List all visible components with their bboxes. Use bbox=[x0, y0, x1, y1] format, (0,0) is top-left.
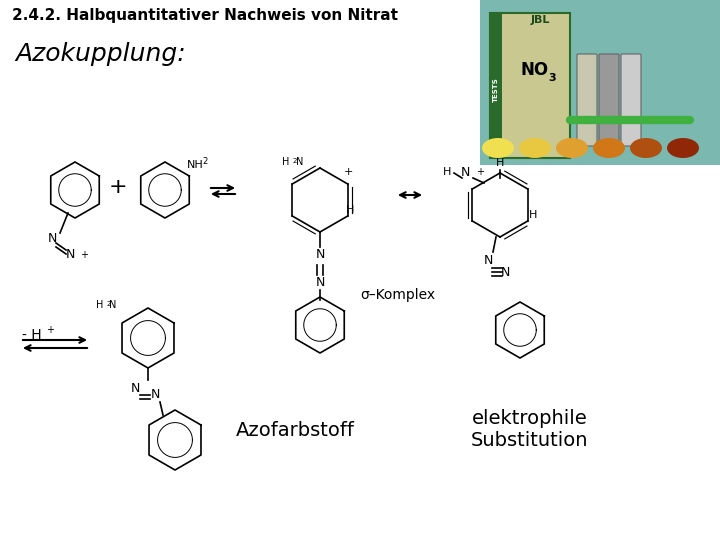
Text: TESTS: TESTS bbox=[493, 78, 499, 103]
FancyBboxPatch shape bbox=[577, 54, 597, 146]
Text: JBL: JBL bbox=[531, 15, 549, 25]
Text: H: H bbox=[346, 205, 354, 215]
Text: N: N bbox=[48, 232, 57, 245]
Text: 3: 3 bbox=[548, 73, 556, 83]
Text: NO: NO bbox=[521, 61, 549, 79]
Text: H: H bbox=[443, 167, 451, 177]
Ellipse shape bbox=[482, 138, 514, 158]
Text: N: N bbox=[500, 266, 510, 279]
Bar bbox=[490, 13, 502, 158]
Text: N: N bbox=[297, 157, 304, 167]
Text: N: N bbox=[483, 253, 492, 267]
Text: 2.4.2. Halbquantitativer Nachweis von Nitrat: 2.4.2. Halbquantitativer Nachweis von Ni… bbox=[12, 8, 398, 23]
FancyBboxPatch shape bbox=[621, 54, 641, 146]
Text: 2: 2 bbox=[293, 158, 297, 164]
Ellipse shape bbox=[630, 138, 662, 158]
Ellipse shape bbox=[667, 138, 699, 158]
Text: N: N bbox=[315, 248, 325, 261]
Text: elektrophile
Substitution: elektrophile Substitution bbox=[472, 409, 589, 450]
Text: H: H bbox=[496, 158, 504, 168]
Text: +: + bbox=[80, 250, 88, 260]
Text: - H: - H bbox=[22, 328, 42, 342]
Text: +: + bbox=[476, 167, 484, 177]
Bar bbox=[480, 0, 720, 165]
Text: H: H bbox=[282, 157, 289, 167]
Text: N: N bbox=[66, 248, 75, 261]
Text: 2: 2 bbox=[202, 157, 207, 165]
Text: H: H bbox=[96, 300, 104, 310]
Text: H: H bbox=[528, 210, 537, 220]
Text: 2: 2 bbox=[107, 301, 112, 307]
Text: N: N bbox=[315, 276, 325, 289]
Text: N: N bbox=[460, 165, 469, 179]
Text: +: + bbox=[46, 325, 54, 335]
Text: +: + bbox=[343, 167, 353, 177]
Text: N: N bbox=[109, 300, 117, 310]
FancyBboxPatch shape bbox=[599, 54, 619, 146]
Text: N: N bbox=[150, 388, 160, 402]
Text: σ–Komplex: σ–Komplex bbox=[360, 288, 435, 302]
Text: Azokupplung:: Azokupplung: bbox=[15, 42, 186, 66]
Text: N: N bbox=[130, 381, 140, 395]
Bar bbox=[490, 13, 570, 158]
Ellipse shape bbox=[556, 138, 588, 158]
Text: Azofarbstoff: Azofarbstoff bbox=[235, 421, 354, 440]
Text: +: + bbox=[109, 177, 127, 197]
Text: NH: NH bbox=[187, 160, 204, 170]
Ellipse shape bbox=[519, 138, 551, 158]
Ellipse shape bbox=[593, 138, 625, 158]
